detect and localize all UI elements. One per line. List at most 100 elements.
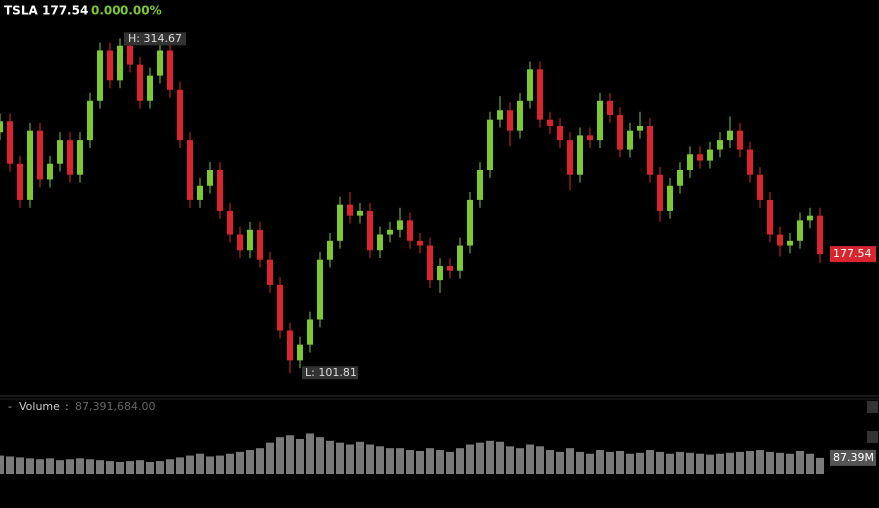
candle-body <box>627 130 633 150</box>
candle-body <box>637 125 643 131</box>
volume-bar <box>746 450 754 474</box>
candle-body <box>727 130 733 141</box>
candle-body <box>7 121 13 164</box>
volume-bar <box>306 433 314 474</box>
volume-bar <box>216 455 224 474</box>
candle-body <box>47 163 53 180</box>
volume-bar <box>676 451 684 474</box>
candle-body <box>557 125 563 141</box>
volume-label: Volume <box>19 400 60 413</box>
candle-body <box>437 265 443 281</box>
candle-body <box>187 140 193 200</box>
volume-bar <box>376 446 384 474</box>
price-tag-label: 177.54 <box>833 247 872 260</box>
volume-bar <box>276 437 284 474</box>
volume-bar <box>336 442 344 474</box>
candle-body <box>277 284 283 331</box>
candle-body <box>127 45 133 65</box>
volume-bar <box>456 448 464 474</box>
volume-bar <box>406 450 414 474</box>
candle-body <box>427 245 433 281</box>
candle-body <box>567 140 573 175</box>
volume-bar <box>476 442 484 474</box>
volume-bar <box>416 450 424 474</box>
volume-bar <box>226 453 234 474</box>
candle-body <box>37 130 43 180</box>
candle-body <box>597 100 603 141</box>
volume-bar <box>446 451 454 474</box>
volume-bar <box>716 453 724 474</box>
candle-body <box>797 220 803 241</box>
candle-body <box>737 130 743 150</box>
candle-body <box>587 135 593 141</box>
candle-body <box>397 220 403 230</box>
volume-bar <box>596 450 604 474</box>
volume-bar <box>26 458 34 474</box>
candle-body <box>247 229 253 251</box>
volume-bar <box>556 451 564 474</box>
candle-body <box>177 89 183 141</box>
candle-body <box>787 240 793 246</box>
volume-bar <box>356 441 364 474</box>
candle-body <box>307 319 313 345</box>
candle-body <box>757 174 763 200</box>
candle-body <box>287 330 293 361</box>
candle-body <box>297 344 303 361</box>
candle-body <box>147 75 153 101</box>
candle-body <box>497 110 503 120</box>
volume-bar <box>436 450 444 474</box>
volume-bar <box>146 462 154 474</box>
candle-body <box>527 69 533 101</box>
volume-bar <box>366 444 374 474</box>
volume-bar <box>166 459 174 474</box>
volume-bar <box>176 457 184 474</box>
candle-body <box>547 119 553 126</box>
candle-body <box>577 135 583 175</box>
volume-bar <box>806 453 814 474</box>
volume-bar <box>606 451 614 474</box>
candle-body <box>227 210 233 235</box>
volume-bar <box>626 453 634 474</box>
volume-bar <box>136 460 144 474</box>
volume-bar <box>6 456 14 474</box>
candle-body <box>677 170 683 186</box>
candle-body <box>357 210 363 216</box>
volume-bar <box>706 454 714 474</box>
candle-body <box>707 149 713 161</box>
annotation-box <box>124 32 186 46</box>
candle-body <box>367 210 373 251</box>
volume-bar <box>486 440 494 474</box>
volume-bar <box>646 450 654 474</box>
candle-body <box>647 125 653 175</box>
volume-bar <box>656 451 664 474</box>
volume-bar <box>286 435 294 474</box>
volume-bar <box>576 451 584 474</box>
candle-body <box>687 154 693 171</box>
volume-bar <box>766 451 774 474</box>
candle-body <box>517 100 523 131</box>
candle-body <box>17 163 23 200</box>
volume-bar <box>156 461 164 474</box>
volume-bar <box>786 453 794 474</box>
volume-bar <box>346 444 354 474</box>
panel-button[interactable] <box>867 401 878 413</box>
candle-body <box>717 140 723 150</box>
candle-body <box>77 140 83 175</box>
last-price: 177.54 <box>42 4 88 18</box>
volume-bar <box>0 455 4 474</box>
panel-button[interactable] <box>867 431 878 443</box>
volume-bar <box>536 446 544 474</box>
candle-body <box>447 265 453 271</box>
candle-body <box>607 100 613 115</box>
candle-body <box>0 121 3 133</box>
candle-body <box>767 199 773 235</box>
volume-bar <box>56 460 64 474</box>
volume-bar <box>266 442 274 474</box>
change: 0.00 <box>91 4 121 18</box>
volume-bar <box>316 437 324 474</box>
annotation-box <box>302 366 358 380</box>
volume-bar <box>46 458 54 474</box>
candle-body <box>157 50 163 76</box>
volume-bar <box>616 450 624 474</box>
